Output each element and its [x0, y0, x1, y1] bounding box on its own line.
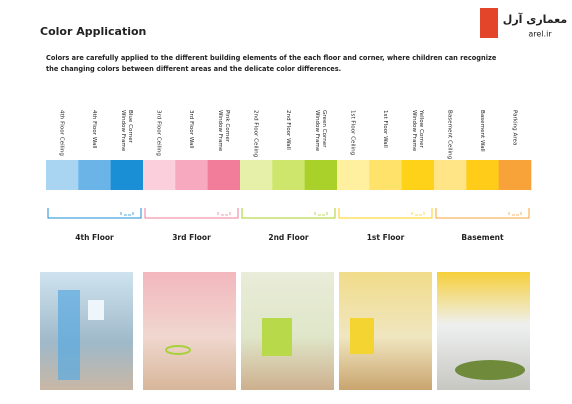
swatch-label: Window Frame: [314, 110, 320, 152]
color-swatch: [78, 160, 111, 190]
photos: [40, 272, 530, 390]
photo: [143, 272, 236, 390]
swatch-label: Green Corner: [321, 110, 327, 148]
swatch-label: Blue Corner: [127, 110, 133, 144]
color-swatch: [466, 160, 499, 190]
group-bracket: [144, 208, 239, 219]
color-swatch: [304, 160, 338, 190]
color-swatch: [498, 160, 532, 190]
photo: [40, 272, 133, 390]
photo-detail: [455, 360, 525, 380]
logo: معماری آرل arel.ir: [480, 8, 567, 39]
swatch-label: Basement Wall: [479, 110, 485, 152]
swatch-label: 4th Floor Wall: [91, 110, 97, 149]
bracket-detail: [508, 212, 522, 216]
photo-detail: [350, 318, 374, 354]
logo-name: معماری آرل: [503, 12, 567, 26]
bracket-detail: [120, 212, 134, 216]
swatch-label: Yellow Corner: [418, 109, 424, 149]
color-swatch: [143, 160, 176, 190]
color-swatch: [240, 160, 273, 190]
swatch-label: 3rd Floor Wall: [188, 110, 194, 149]
group-bracket: [47, 208, 142, 219]
color-swatch: [272, 160, 305, 190]
description-line: Colors are carefully applied to the diff…: [46, 54, 497, 62]
group-label: Basement: [461, 233, 504, 242]
swatch-label: 1st Floor Wall: [382, 110, 388, 148]
swatch-label: Window Frame: [411, 110, 417, 152]
color-swatch: [369, 160, 402, 190]
color-swatch: [434, 160, 467, 190]
group-bracket: [241, 208, 336, 219]
photo-detail: [262, 318, 292, 356]
swatch-label: Basement Ceiling: [447, 110, 453, 160]
swatch-label: 1st Floor Ceiling: [350, 110, 356, 156]
description-line: the changing colors between different ar…: [46, 65, 341, 73]
color-swatch: [110, 160, 144, 190]
swatch-label: 4th Floor Ceiling: [59, 110, 65, 156]
title: Color Application: [40, 25, 146, 38]
swatch-label: 3rd Floor Ceiling: [156, 110, 162, 156]
bracket-detail: [411, 212, 425, 216]
photo-detail: [58, 290, 80, 380]
swatch-label: 2nd Floor Ceiling: [253, 110, 259, 158]
group-bracket: [338, 208, 433, 219]
swatch-label: Window Frame: [120, 110, 126, 152]
color-swatch: [401, 160, 435, 190]
color-swatch: [207, 160, 241, 190]
logo-mark: [480, 8, 498, 38]
color-swatch: [337, 160, 370, 190]
group-label: 2nd Floor: [268, 233, 309, 242]
bracket-detail: [217, 212, 231, 216]
photo-detail: [165, 345, 191, 355]
group-label: 3rd Floor: [172, 233, 211, 242]
group-label: 4th Floor: [75, 233, 114, 242]
swatch-label: Window Frame: [217, 110, 223, 152]
swatch-label: Pink Corner: [224, 110, 230, 143]
group-bracket: [435, 208, 530, 219]
logo-url: arel.ir: [528, 30, 552, 39]
swatch-label: 2nd Floor Wall: [285, 110, 291, 150]
group-label: 1st Floor: [367, 233, 405, 242]
swatch-label: Parking Area: [511, 110, 517, 145]
color-swatch: [175, 160, 208, 190]
photo-detail: [88, 300, 104, 320]
color-swatch: [46, 160, 79, 190]
bracket-detail: [314, 212, 328, 216]
